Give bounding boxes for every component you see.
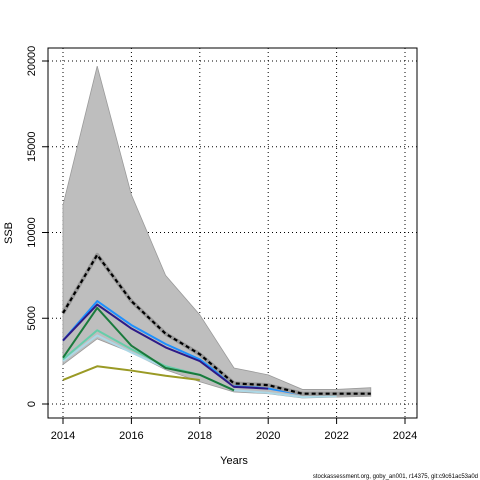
x-tick-label-0: 2014: [51, 430, 75, 442]
x-axis: 2014 2016 2018 2020 2022 2024: [51, 418, 417, 442]
y-axis: 0 5000 10000 15000 20000: [26, 46, 48, 407]
y-tick-label-4: 20000: [26, 46, 38, 77]
x-tick-label-5: 2024: [393, 430, 417, 442]
series-line-4: [62, 306, 235, 392]
x-tick-label-2: 2018: [188, 430, 212, 442]
y-tick-label-3: 15000: [26, 131, 38, 162]
x-tick-label-1: 2016: [119, 430, 143, 442]
series-line-5: [62, 365, 200, 381]
y-tick-label-2: 10000: [26, 217, 38, 248]
x-tick-label-3: 2020: [256, 430, 280, 442]
series-lines: [61, 252, 371, 399]
y-tick-label-0: 0: [26, 401, 38, 407]
x-tick-label-4: 2022: [324, 430, 348, 442]
y-tick-label-1: 5000: [26, 306, 38, 330]
x-axis-title: Years: [220, 455, 248, 467]
footer-note: stockassessment.org, goby_an001, r14375,…: [313, 474, 478, 480]
series-line-6: [62, 253, 371, 395]
series-line-2: [62, 303, 269, 390]
y-axis-title: SSB: [3, 222, 15, 244]
